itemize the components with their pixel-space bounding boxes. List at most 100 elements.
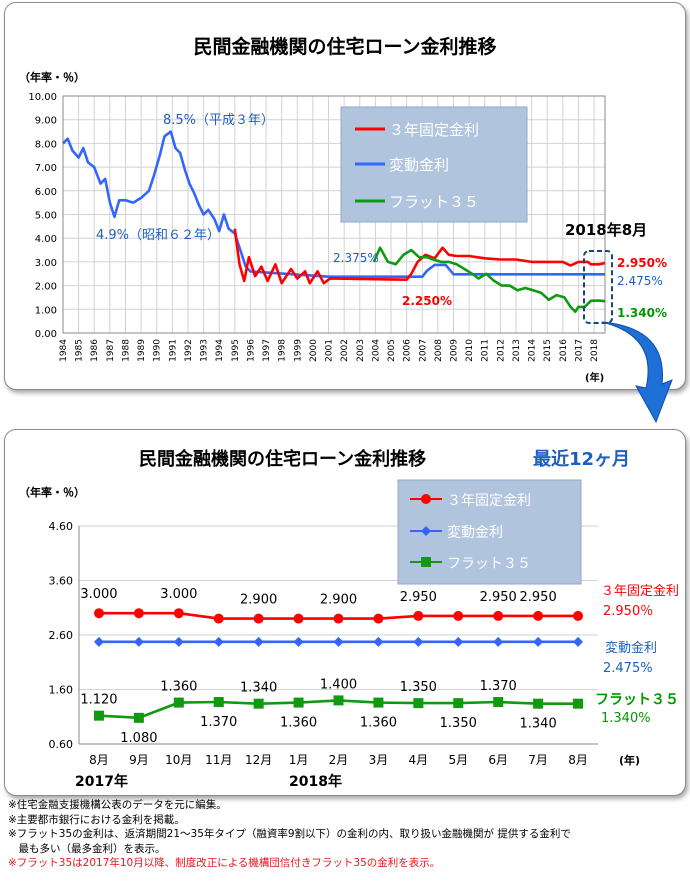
y-unit-label: （年率・％） <box>19 485 85 499</box>
data-label: 1.360 <box>360 716 397 731</box>
legend-marker-flat35 <box>421 557 431 567</box>
y-tick-label: 7.00 <box>35 163 57 174</box>
data-point-flat35 <box>413 698 424 709</box>
data-point-flat35 <box>373 697 384 708</box>
x-tick-label: 2000 <box>309 339 319 362</box>
x-tick-label: 1987 <box>106 339 116 362</box>
footnote: 最も多い（最多金利）を表示。 <box>8 842 166 855</box>
data-label: 2.900 <box>320 593 357 608</box>
data-point-variable <box>453 636 464 647</box>
x-tick-label: 1989 <box>137 339 147 362</box>
data-label: 1.350 <box>400 680 437 695</box>
plot-area <box>62 95 606 334</box>
x-tick-label: 1997 <box>262 339 272 362</box>
right-label-fixed3: 2.950% <box>617 256 667 270</box>
series-line-1 <box>233 228 606 285</box>
data-point-flat35 <box>133 712 144 723</box>
x-tick-label: 10月 <box>165 753 192 767</box>
data-labels: 3.000 3.000 2.900 2.900 2.950 2.950 2.9501.120… <box>80 587 556 746</box>
data-point-fixed3 <box>453 610 464 621</box>
x-tick-label: 11月 <box>205 753 232 767</box>
data-point-flat35 <box>173 697 184 708</box>
legend-marker-fixed3 <box>421 494 431 504</box>
x-year-label: (年) <box>585 371 604 384</box>
y-unit-label: （年率・％） <box>19 70 85 84</box>
data-point-variable <box>333 636 344 647</box>
data-point-variable <box>413 636 424 647</box>
data-point-variable <box>533 636 544 647</box>
x-tick-label: 1984 <box>59 339 69 362</box>
data-label: 1.340 <box>520 717 557 732</box>
right-label-flat35-value: 1.340% <box>601 711 651 726</box>
x-tick-label: 6月 <box>488 753 508 767</box>
gridlines <box>62 95 606 334</box>
right-label-variable-name: 変動金利 <box>605 640 657 656</box>
highlight-label: 2018年8月 <box>565 221 647 239</box>
legend-label-flat35: フラット３５ <box>389 193 479 211</box>
y-tick-label: 6.00 <box>35 187 57 198</box>
x-tick-label: 2012 <box>496 339 506 362</box>
chart-title: 民間金融機関の住宅ローン金利推移 <box>139 448 426 470</box>
data-point-fixed3 <box>293 613 304 624</box>
right-label-flat35-name: フラット３５ <box>595 692 679 708</box>
data-point-fixed3 <box>493 610 504 621</box>
x-axis-ticks: 8月 9月 10月 11月 12月 1月 2月 3月 4月 5月 6月 7月 8月 <box>89 753 588 767</box>
x-tick-label: 5月 <box>448 753 468 767</box>
x-tick-label: 1996 <box>246 339 256 362</box>
data-label: 1.120 <box>80 693 117 708</box>
right-label-variable: 2.475% <box>617 274 663 288</box>
x-tick-label: 2011 <box>481 339 491 362</box>
data-label: 2.950 <box>400 590 437 605</box>
data-label: 1.340 <box>240 681 277 696</box>
y-axis-ticks: 0.60 1.60 2.60 3.60 4.60 <box>49 520 74 751</box>
x-tick-label: 2015 <box>543 339 553 362</box>
recent-12-months-chart: 民間金融機関の住宅ローン金利推移 最近12ヶ月 （年率・％） 0.60 1.60 2… <box>19 448 679 790</box>
highlight-box <box>583 250 613 324</box>
y-axis-ticks: 0.00 1.00 2.00 3.00 4.00 5.00 6.00 7.00 8.00 9.00… <box>28 92 57 340</box>
x-tick-label: 2016 <box>559 339 569 362</box>
legend-label-flat35: フラット３５ <box>447 556 531 572</box>
x-tick-label: 2014 <box>528 339 538 362</box>
x-tick-label: 7月 <box>528 753 548 767</box>
x-tick-label: 2009 <box>449 339 459 362</box>
x-tick-label: 1988 <box>121 339 131 362</box>
data-point-fixed3 <box>213 613 224 624</box>
data-point-flat35 <box>533 698 544 709</box>
data-label: 1.360 <box>280 716 317 731</box>
x-tick-label: 2005 <box>387 339 397 362</box>
right-label-variable-value: 2.475% <box>603 661 653 676</box>
legend-label-fixed3: ３年固定金利 <box>389 121 479 139</box>
x-tick-label: 2002 <box>340 339 350 362</box>
footnote: ※主要都市銀行における金利を掲載。 <box>8 813 185 826</box>
x-tick-label: 2007 <box>418 339 428 362</box>
y-tick-label: 9.00 <box>35 116 57 127</box>
x-tick-label: 9月 <box>129 753 149 767</box>
x-tick-label: 1990 <box>153 339 163 362</box>
legend-label-variable: 変動金利 <box>447 524 503 541</box>
x-tick-label: 8月 <box>568 753 588 767</box>
y-tick-label: 4.60 <box>49 520 74 533</box>
data-label: 1.360 <box>160 680 197 695</box>
y-tick-label: 2.00 <box>35 282 57 293</box>
legend-marker-variable <box>421 526 431 536</box>
long-term-chart-panel: 民間金融機関の住宅ローン金利推移 （年率・％） 0.00 1.00 2.00 3.00… <box>4 2 686 390</box>
x-tick-label: 1985 <box>75 339 85 362</box>
data-label: 1.350 <box>440 716 477 731</box>
data-point-fixed3 <box>533 610 544 621</box>
x-tick-label: 3月 <box>369 753 389 767</box>
data-point-fixed3 <box>173 608 184 619</box>
y-tick-label: 10.00 <box>28 92 57 103</box>
data-label: 3.000 <box>160 587 197 602</box>
y-tick-label: 0.60 <box>49 738 74 751</box>
x-tick-label: 1995 <box>231 339 241 362</box>
zoom-arrow-icon <box>601 321 673 424</box>
x-tick-label: 1986 <box>90 339 100 362</box>
legend-label-variable: 変動金利 <box>389 156 449 174</box>
data-point-fixed3 <box>133 608 144 619</box>
x-tick-label: 2月 <box>329 753 349 767</box>
x-tick-label: 1999 <box>293 339 303 362</box>
data-point-variable <box>253 636 264 647</box>
data-label: 3.000 <box>80 587 117 602</box>
footnote: ※フラット35の金利は、返済期間21～35年タイプ（融資率9割以下）の金利の内、… <box>8 828 571 840</box>
data-point-flat35 <box>213 697 224 708</box>
